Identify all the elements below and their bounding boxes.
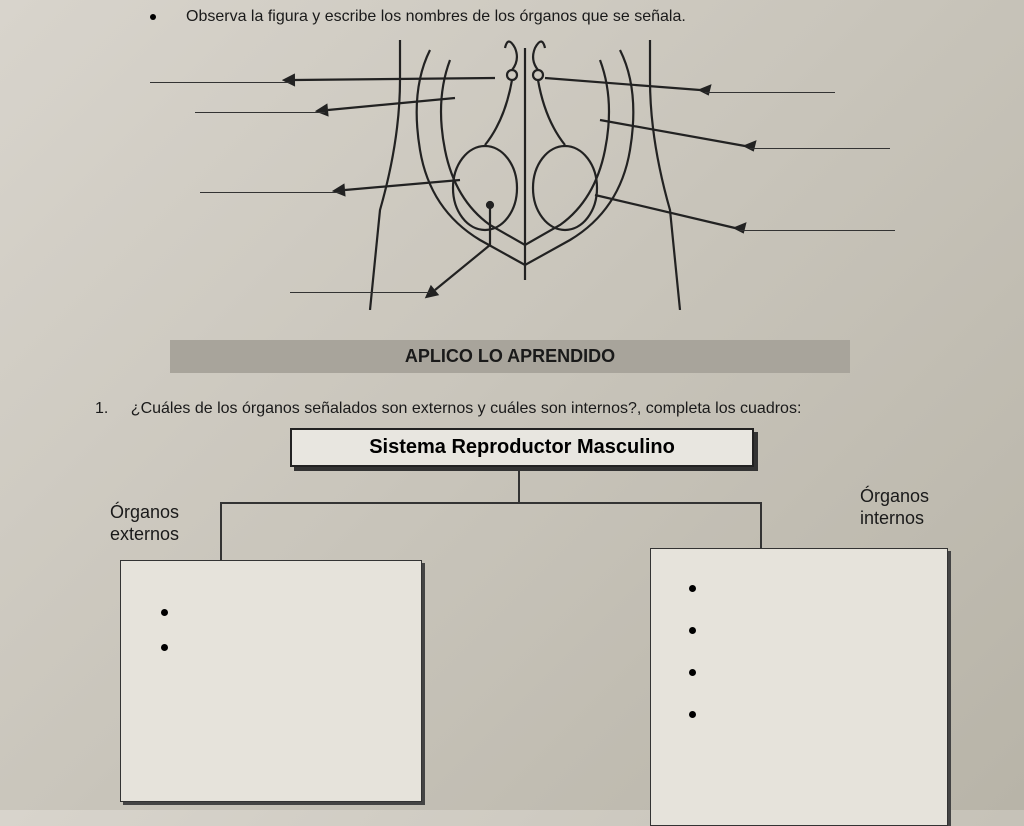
anatomy-diagram bbox=[150, 30, 900, 310]
label-blank[interactable] bbox=[150, 82, 290, 83]
connector-line bbox=[760, 502, 762, 548]
internal-organs-box[interactable] bbox=[650, 548, 948, 826]
question-row: 1. ¿Cuáles de los órganos señalados son … bbox=[95, 400, 801, 418]
right-category-label: Órganos internos bbox=[860, 486, 929, 529]
connector-line bbox=[220, 502, 222, 560]
label-blank[interactable] bbox=[200, 192, 340, 193]
instruction-text: Observa la figura y escribe los nombres … bbox=[186, 8, 686, 26]
label-line1: Órganos bbox=[860, 486, 929, 508]
instruction-row: Observa la figura y escribe los nombres … bbox=[150, 8, 686, 26]
external-organs-box[interactable] bbox=[120, 560, 422, 802]
label-blank[interactable] bbox=[705, 92, 835, 93]
bullet-icon bbox=[689, 627, 696, 634]
bullet-icon bbox=[161, 644, 168, 651]
label-line1: Órganos bbox=[110, 502, 179, 524]
connector-line bbox=[518, 468, 520, 502]
label-line2: internos bbox=[860, 508, 929, 530]
question-number: 1. bbox=[95, 400, 108, 418]
bullet-icon bbox=[161, 609, 168, 616]
bullet-icon bbox=[689, 669, 696, 676]
connector-line bbox=[220, 502, 760, 504]
label-blank[interactable] bbox=[750, 148, 890, 149]
bullet-icon bbox=[689, 585, 696, 592]
left-category-label: Órganos externos bbox=[110, 502, 179, 545]
bullet-icon bbox=[689, 711, 696, 718]
label-line2: externos bbox=[110, 524, 179, 546]
label-blank[interactable] bbox=[195, 112, 325, 113]
label-blank[interactable] bbox=[740, 230, 895, 231]
diagram-title-box: Sistema Reproductor Masculino bbox=[290, 428, 754, 467]
label-blank[interactable] bbox=[290, 292, 430, 293]
section-header: APLICO LO APRENDIDO bbox=[170, 340, 850, 373]
bullet-icon bbox=[150, 14, 156, 20]
question-text: ¿Cuáles de los órganos señalados son ext… bbox=[131, 400, 802, 417]
anatomy-svg bbox=[150, 30, 900, 310]
